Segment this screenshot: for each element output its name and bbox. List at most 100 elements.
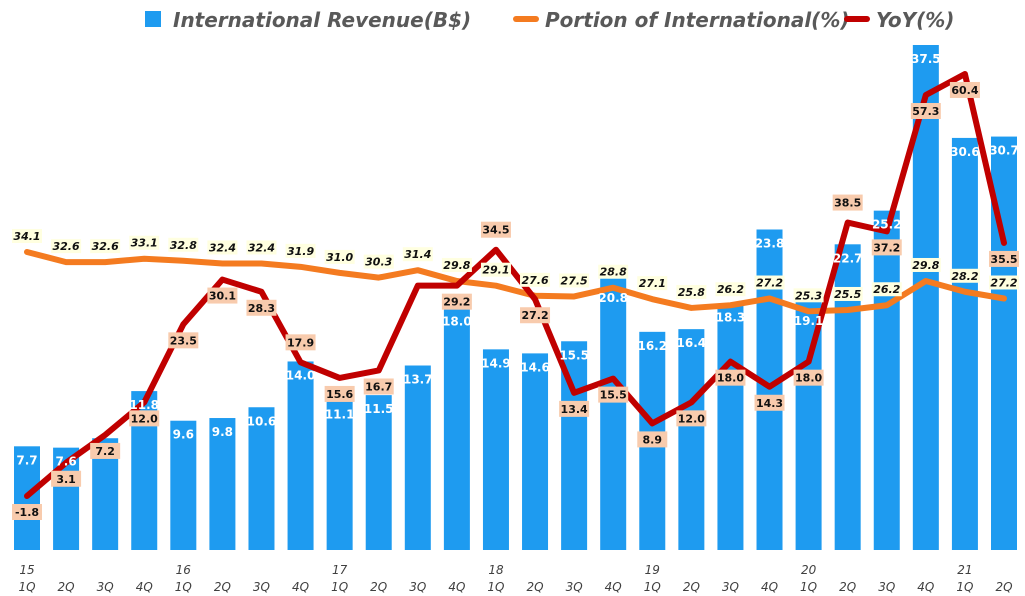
revenue-bar bbox=[717, 303, 744, 550]
data-labels: 7.7 7.6 11.8 9.6 9.8 10.6 14.0 11.1 11.5 13.7 18.0… bbox=[12, 52, 1019, 520]
portion-label-bg bbox=[246, 240, 277, 255]
legend-label-1: Portion of International(%) bbox=[545, 8, 850, 32]
yoy-label-bg bbox=[520, 307, 551, 324]
x-axis: 15 1Q 2Q 3Q 4Q 16 1Q 2Q 3Q 4Q 17 1Q 2Q 3Q 4Q 18 1Q 2Q 3Q 4Q… bbox=[18, 563, 1012, 594]
revenue-bar bbox=[209, 418, 236, 550]
x-tick-quarter: 4Q bbox=[761, 580, 778, 594]
portion-label: 27.2 bbox=[756, 277, 783, 290]
portion-label-bg bbox=[598, 264, 629, 279]
x-tick-quarter: 1Q bbox=[487, 580, 504, 594]
portion-label: 31.0 bbox=[326, 251, 353, 264]
portion-label-bg bbox=[168, 237, 199, 252]
yoy-label-bg bbox=[480, 221, 511, 238]
yoy-label-bg bbox=[637, 431, 668, 448]
revenue-label: 14.6 bbox=[520, 360, 550, 374]
portion-label-bg bbox=[910, 257, 941, 272]
legend-label-2: YoY(%) bbox=[876, 8, 954, 32]
x-tick-quarter: 1Q bbox=[956, 580, 973, 594]
revenue-label: 9.6 bbox=[173, 428, 194, 442]
legend: International Revenue(B$) Portion of Inte… bbox=[145, 8, 954, 32]
x-tick-year: 17 bbox=[332, 563, 348, 577]
x-tick-quarter: 2Q bbox=[526, 580, 543, 594]
yoy-label-bg bbox=[598, 386, 629, 403]
portion-label-bg bbox=[51, 239, 82, 254]
yoy-label-bg bbox=[285, 334, 316, 351]
legend-swatch-yoy bbox=[844, 16, 870, 22]
revenue-label: 14.0 bbox=[286, 368, 316, 382]
portion-label-bg bbox=[285, 243, 316, 258]
portion-label-bg bbox=[676, 284, 707, 299]
portion-label-bg bbox=[480, 262, 511, 277]
yoy-label-bg bbox=[832, 194, 863, 211]
yoy-label-bg bbox=[754, 394, 785, 411]
portion-series bbox=[24, 249, 1007, 315]
yoy-series bbox=[24, 70, 1007, 499]
portion-label: 32.4 bbox=[209, 241, 236, 254]
yoy-label: 18.0 bbox=[717, 372, 744, 385]
portion-label-bg bbox=[129, 235, 160, 250]
legend-swatch-portion bbox=[513, 16, 539, 22]
yoy-label: 29.2 bbox=[443, 296, 470, 309]
yoy-label: 27.2 bbox=[521, 309, 548, 322]
portion-label: 34.1 bbox=[13, 230, 40, 243]
portion-label: 31.9 bbox=[287, 245, 314, 258]
x-tick-quarter: 2Q bbox=[214, 580, 231, 594]
yoy-label-bg bbox=[90, 442, 121, 459]
portion-label: 25.3 bbox=[795, 289, 822, 302]
bar-series bbox=[14, 45, 1017, 551]
portion-line bbox=[24, 249, 1007, 315]
portion-label-bg bbox=[12, 229, 42, 243]
revenue-label: 11.1 bbox=[325, 408, 355, 422]
yoy-label: 14.3 bbox=[756, 397, 783, 410]
portion-label-bg bbox=[363, 254, 394, 269]
portion-label-bg bbox=[90, 239, 121, 254]
revenue-label: 30.6 bbox=[950, 145, 980, 159]
x-tick-year: 15 bbox=[19, 563, 34, 577]
portion-label-bg bbox=[871, 282, 902, 297]
portion-label: 31.4 bbox=[404, 248, 431, 261]
revenue-bar bbox=[404, 365, 431, 550]
x-tick-quarter: 4Q bbox=[448, 580, 465, 594]
revenue-bar bbox=[678, 329, 705, 550]
portion-label-bg bbox=[715, 282, 746, 297]
revenue-label: 7.6 bbox=[55, 455, 76, 469]
yoy-label: 13.4 bbox=[561, 403, 588, 416]
portion-label-bg bbox=[324, 249, 355, 264]
revenue-label: 25.2 bbox=[872, 218, 902, 232]
revenue-bar bbox=[170, 420, 197, 550]
x-tick-quarter: 3Q bbox=[97, 580, 114, 594]
yoy-label: 28.3 bbox=[248, 302, 275, 315]
yoy-label: 7.2 bbox=[95, 445, 115, 458]
x-tick-quarter: 1Q bbox=[644, 580, 661, 594]
yoy-label: 34.5 bbox=[482, 224, 509, 237]
revenue-bar bbox=[482, 349, 509, 550]
revenue-label: 13.7 bbox=[403, 373, 433, 387]
portion-label: 28.2 bbox=[951, 270, 978, 283]
yoy-label-bg bbox=[246, 299, 277, 316]
portion-label: 32.4 bbox=[248, 241, 275, 254]
revenue-label: 14.9 bbox=[481, 356, 511, 370]
yoy-label-bg bbox=[949, 81, 980, 98]
yoy-label-bg bbox=[989, 250, 1019, 267]
revenue-label: 11.8 bbox=[129, 398, 159, 412]
yoy-label: 16.7 bbox=[365, 380, 392, 393]
x-tick-quarter: 2Q bbox=[839, 580, 856, 594]
x-tick-year: 21 bbox=[957, 563, 972, 577]
x-tick-year: 19 bbox=[645, 563, 660, 577]
portion-label-bg bbox=[832, 286, 863, 301]
portion-label: 32.6 bbox=[92, 240, 119, 253]
portion-label: 29.1 bbox=[482, 264, 509, 277]
yoy-label-bg bbox=[12, 504, 42, 520]
x-tick-quarter: 3Q bbox=[409, 580, 426, 594]
portion-label-bg bbox=[402, 247, 433, 262]
x-tick-quarter: 3Q bbox=[722, 580, 739, 594]
revenue-bar bbox=[600, 269, 627, 550]
yoy-label: 37.2 bbox=[873, 241, 900, 254]
portion-label: 25.5 bbox=[834, 288, 861, 301]
x-tick-year: 20 bbox=[801, 563, 817, 577]
x-tick-quarter: 2Q bbox=[370, 580, 387, 594]
yoy-line bbox=[24, 70, 1007, 499]
portion-label: 26.2 bbox=[717, 283, 744, 296]
x-tick-quarter: 4Q bbox=[292, 580, 309, 594]
revenue-label: 9.8 bbox=[212, 425, 233, 439]
